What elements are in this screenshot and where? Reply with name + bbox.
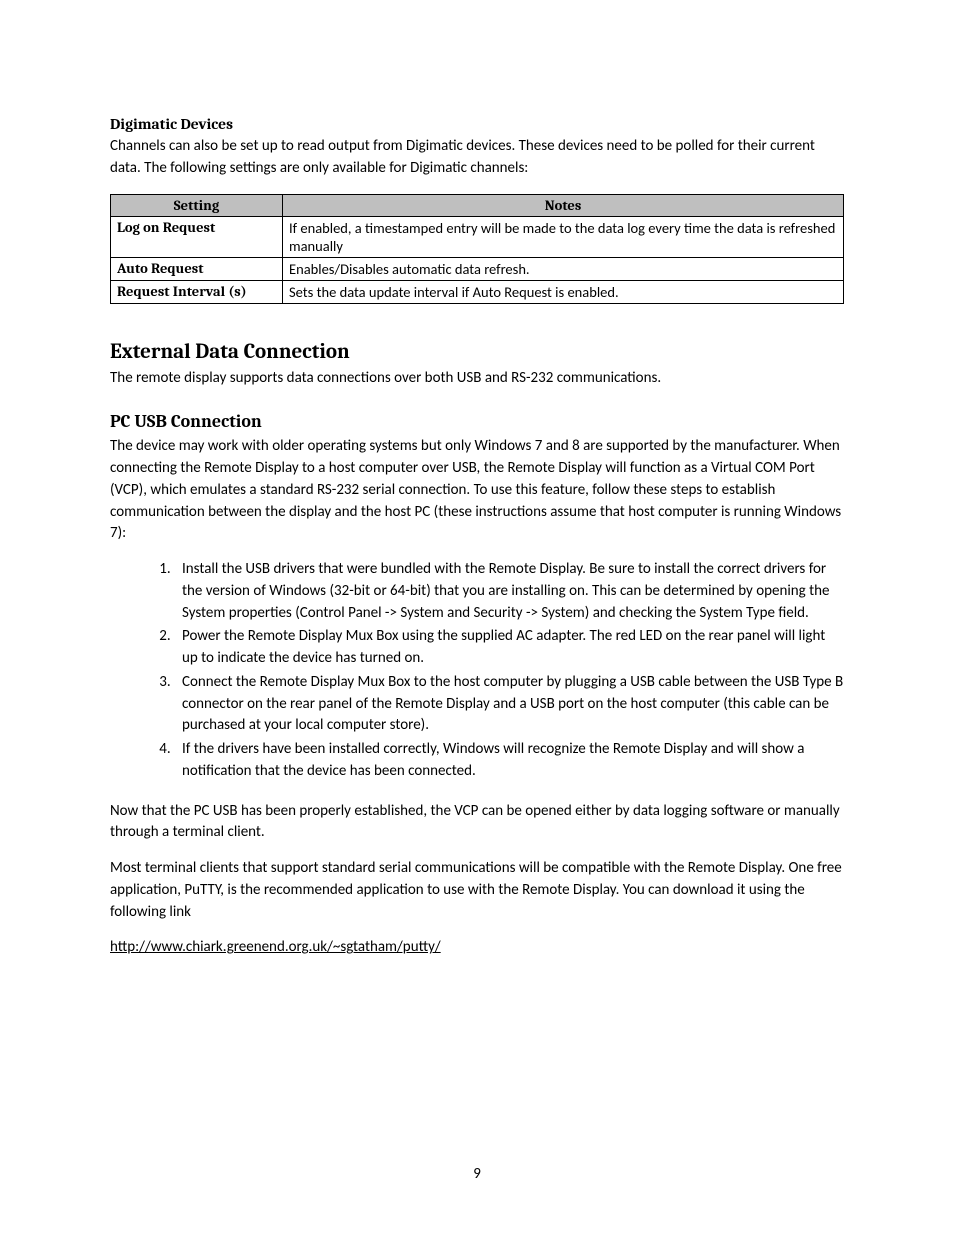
list-item: Install the USB drivers that were bundle… xyxy=(174,559,844,624)
header-setting: Setting xyxy=(111,194,283,216)
document-page: Digimatic Devices Channels can also be s… xyxy=(0,0,954,956)
post-list-paragraph-2: Most terminal clients that support stand… xyxy=(110,858,844,923)
list-item: Connect the Remote Display Mux Box to th… xyxy=(174,672,844,737)
external-data-paragraph: The remote display supports data connect… xyxy=(110,368,844,390)
post-list-paragraph-1: Now that the PC USB has been properly es… xyxy=(110,801,844,845)
pc-usb-paragraph: The device may work with older operating… xyxy=(110,436,844,545)
instruction-list: Install the USB drivers that were bundle… xyxy=(110,559,844,783)
list-item: If the drivers have been installed corre… xyxy=(174,739,844,783)
table-row: Auto Request Enables/Disables automatic … xyxy=(111,257,844,280)
cell-notes: Sets the data update interval if Auto Re… xyxy=(283,280,844,303)
digimatic-heading: Digimatic Devices xyxy=(110,115,844,133)
pc-usb-heading: PC USB Connection xyxy=(110,411,844,432)
cell-setting: Request Interval (s) xyxy=(111,280,283,303)
cell-notes: Enables/Disables automatic data refresh. xyxy=(283,257,844,280)
external-data-heading: External Data Connection xyxy=(110,340,844,364)
cell-notes: If enabled, a timestamped entry will be … xyxy=(283,216,844,257)
settings-table: Setting Notes Log on Request If enabled,… xyxy=(110,194,844,304)
list-item: Power the Remote Display Mux Box using t… xyxy=(174,626,844,670)
table-row: Request Interval (s) Sets the data updat… xyxy=(111,280,844,303)
header-notes: Notes xyxy=(283,194,844,216)
digimatic-paragraph: Channels can also be set up to read outp… xyxy=(110,136,844,180)
table-header-row: Setting Notes xyxy=(111,194,844,216)
page-number: 9 xyxy=(0,1165,954,1183)
cell-setting: Log on Request xyxy=(111,216,283,257)
cell-setting: Auto Request xyxy=(111,257,283,280)
table-row: Log on Request If enabled, a timestamped… xyxy=(111,216,844,257)
putty-link[interactable]: http://www.chiark.greenend.org.uk/~sgtat… xyxy=(110,938,441,956)
